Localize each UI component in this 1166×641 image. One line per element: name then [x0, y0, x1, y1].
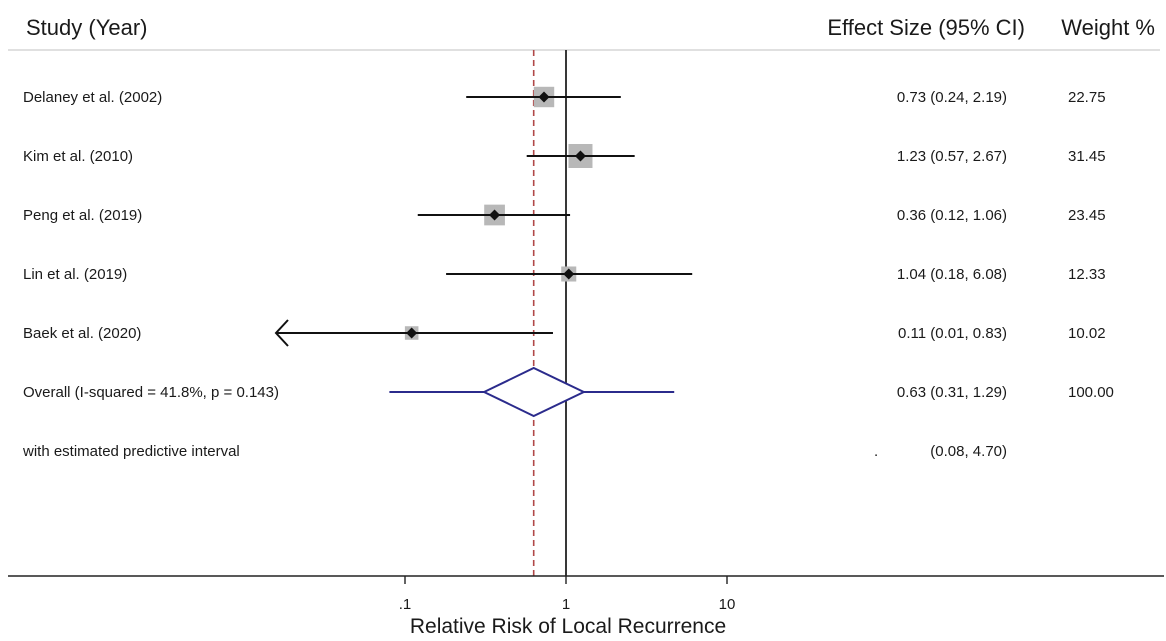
- study-label: Delaney et al. (2002): [23, 89, 162, 106]
- point-estimate: [489, 209, 501, 221]
- weight-text: 10.02: [1068, 325, 1106, 342]
- effect-size-text: 0.36 (0.12, 1.06): [897, 207, 1007, 224]
- overall-effect-text: 0.63 (0.31, 1.29): [897, 384, 1007, 401]
- x-tick-label: .1: [399, 596, 412, 613]
- effect-size-text: 1.23 (0.57, 2.67): [897, 148, 1007, 165]
- effect-size-text: 0.11 (0.01, 0.83): [898, 325, 1007, 342]
- point-estimate: [538, 91, 550, 103]
- point-estimate: [563, 268, 575, 280]
- overall-weight-text: 100.00: [1068, 384, 1114, 401]
- pooled-diamond: [481, 366, 587, 418]
- rows-layer: Delaney et al. (2002) 0.73 (0.24, 2.19) 22…: [22, 50, 1114, 576]
- x-ticks: .1 1 10: [399, 576, 736, 613]
- weight-text: 22.75: [1068, 89, 1106, 106]
- point-estimate: [406, 327, 418, 339]
- overall-label: Overall (I-squared = 41.8%, p = 0.143): [23, 384, 279, 401]
- predictive-dot: .: [874, 443, 878, 460]
- weight-text: 23.45: [1068, 207, 1106, 224]
- study-label: Peng et al. (2019): [23, 207, 142, 224]
- x-tick-label: 1: [562, 596, 570, 613]
- x-tick-label: 10: [719, 596, 736, 613]
- effect-size-text: 0.73 (0.24, 2.19): [897, 89, 1007, 106]
- effect-column-header: Effect Size (95% CI): [827, 15, 1025, 40]
- point-estimate: [574, 150, 586, 162]
- study-column-header: Study (Year): [26, 15, 147, 40]
- study-label: Kim et al. (2010): [23, 148, 133, 165]
- predictive-label: with estimated predictive interval: [22, 443, 240, 460]
- effect-size-text: 1.04 (0.18, 6.08): [897, 266, 1007, 283]
- study-label: Baek et al. (2020): [23, 325, 141, 342]
- study-label: Lin et al. (2019): [23, 266, 127, 283]
- weight-column-header: Weight %: [1061, 15, 1155, 40]
- weight-text: 31.45: [1068, 148, 1106, 165]
- weight-text: 12.33: [1068, 266, 1106, 283]
- ci-clip-arrow: [274, 319, 289, 347]
- x-axis-title: Relative Risk of Local Recurrence: [410, 615, 726, 638]
- predictive-effect-text: (0.08, 4.70): [930, 443, 1007, 460]
